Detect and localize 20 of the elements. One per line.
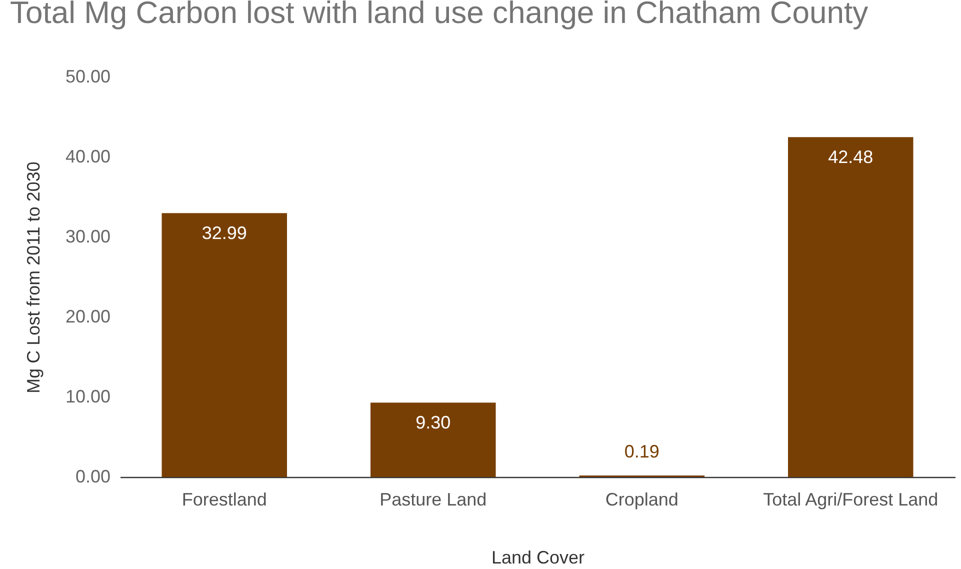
y-tick-label: 10.00 [65, 386, 110, 406]
y-tick-label: 0.00 [75, 466, 110, 486]
data-label: 42.48 [828, 147, 874, 168]
y-tick-label: 50.00 [65, 66, 110, 86]
data-label: 9.30 [416, 412, 451, 433]
y-tick-label: 20.00 [65, 306, 110, 326]
bar [788, 137, 914, 477]
data-label: 0.19 [624, 441, 660, 462]
y-axis-title: Mg C Lost from 2011 to 2030 [23, 162, 44, 394]
x-tick-label: Cropland [605, 490, 678, 510]
x-tick-label: Forestland [182, 490, 267, 510]
x-tick-label: Pasture Land [380, 490, 487, 510]
data-label: 32.99 [202, 223, 247, 244]
chart-title: Total Mg Carbon lost with land use change in Chatham County [10, 0, 869, 30]
x-tick-label: Total Agri/Forest Land [763, 490, 938, 510]
bar [370, 402, 496, 477]
x-axis-title: Land Cover [491, 548, 585, 568]
y-tick-label: 40.00 [65, 146, 110, 166]
bar [162, 213, 287, 477]
y-tick-label: 30.00 [65, 226, 110, 246]
